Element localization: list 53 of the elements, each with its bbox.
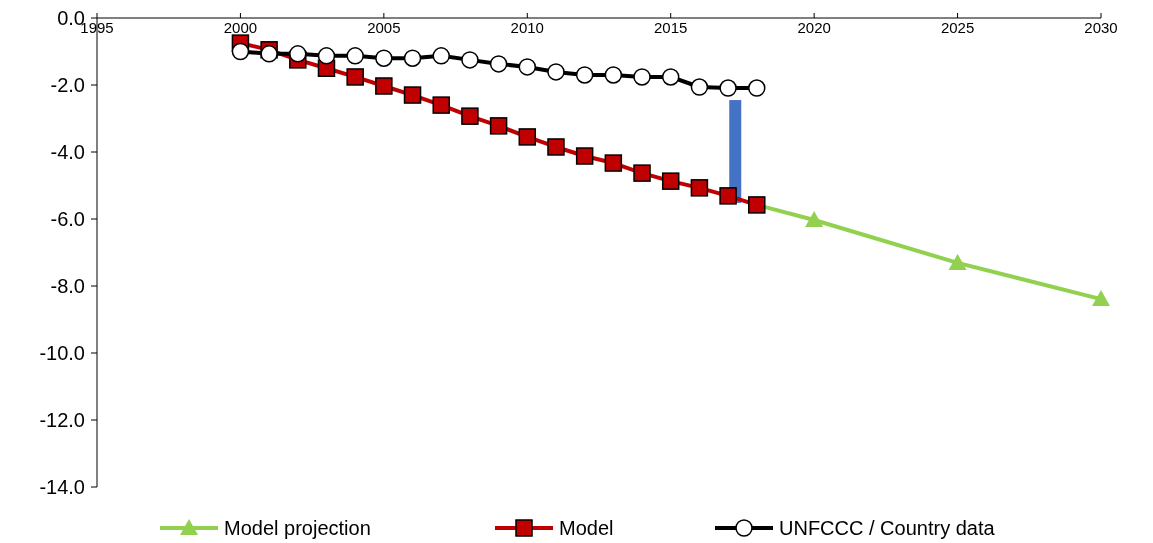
x-tick-label: 2030 [1084, 19, 1118, 36]
point [575, 147, 594, 165]
point [547, 63, 565, 81]
point [948, 253, 967, 270]
point [432, 96, 450, 114]
x-tick-label: 2025 [940, 19, 975, 36]
point [661, 172, 680, 190]
point [461, 51, 479, 69]
point [575, 66, 594, 84]
point [260, 45, 278, 63]
point [403, 49, 422, 67]
point [489, 55, 508, 73]
x-tick-label: 2000 [223, 19, 258, 36]
y-tick-label: -2.0 [50, 74, 85, 96]
point [317, 47, 336, 65]
point [690, 179, 709, 197]
legend-label: UNFCCC / Country data [779, 517, 996, 539]
point [346, 47, 364, 65]
point [461, 107, 479, 125]
point [375, 77, 393, 95]
point [604, 154, 623, 172]
point [604, 66, 623, 84]
point [518, 128, 537, 146]
point [719, 187, 737, 205]
point [231, 42, 250, 61]
point [805, 211, 824, 228]
x-tick-label: 2020 [797, 19, 831, 36]
y-tick-label: -10.0 [39, 342, 85, 364]
point [518, 58, 537, 76]
point [633, 164, 651, 182]
point [375, 49, 393, 67]
point [1092, 290, 1110, 307]
point [289, 45, 307, 63]
x-tick-label: 2015 [654, 19, 688, 36]
y-tick-label: -12.0 [39, 409, 85, 431]
point [432, 47, 450, 65]
point [661, 68, 680, 86]
point [719, 79, 737, 97]
y-tick-label: -14.0 [39, 476, 85, 498]
legend-label: Model [559, 517, 614, 539]
point [690, 78, 709, 96]
x-tick-label: 2005 [367, 19, 401, 36]
x-tick-label: 2010 [510, 19, 544, 36]
y-tick-label: -6.0 [50, 208, 85, 230]
point [489, 117, 508, 135]
y-tick-label: -4.0 [50, 141, 85, 163]
point [403, 86, 422, 104]
point [633, 68, 651, 86]
y-tick-label: -8.0 [50, 275, 85, 297]
legend-label: Model projection [224, 517, 371, 539]
point [748, 79, 766, 97]
point [346, 68, 364, 86]
point [547, 138, 565, 156]
